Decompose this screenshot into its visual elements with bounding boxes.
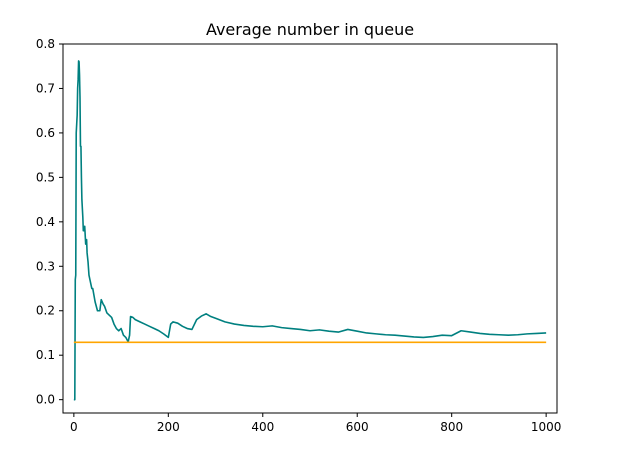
y-tick-label: 0.6 xyxy=(36,126,55,140)
series-layer xyxy=(73,60,547,401)
y-tick-label: 0.2 xyxy=(36,304,55,318)
y-tick-label: 0.8 xyxy=(36,37,55,51)
y-tick-label: 0.1 xyxy=(36,348,55,362)
ticks-layer: 0 200 400 600 800 1000 0.0 0.1 0.2 0.3 0.4 0.5 0.6 0.… xyxy=(36,37,562,434)
y-tick-label: 0.0 xyxy=(36,393,55,407)
series-line-0 xyxy=(73,60,547,401)
x-tick-label: 600 xyxy=(346,420,369,434)
plot-frame xyxy=(62,43,558,414)
x-tick-label: 800 xyxy=(440,420,463,434)
x-tick-label: 0 xyxy=(70,420,78,434)
y-tick-label: 0.7 xyxy=(36,81,55,95)
y-tick-label: 0.5 xyxy=(36,170,55,184)
x-tick-label: 400 xyxy=(251,420,274,434)
chart-title: Average number in queue xyxy=(206,20,414,39)
y-tick-label: 0.4 xyxy=(36,215,55,229)
x-tick-label: 200 xyxy=(157,420,180,434)
x-tick-label: 1000 xyxy=(531,420,562,434)
y-tick-label: 0.3 xyxy=(36,259,55,273)
